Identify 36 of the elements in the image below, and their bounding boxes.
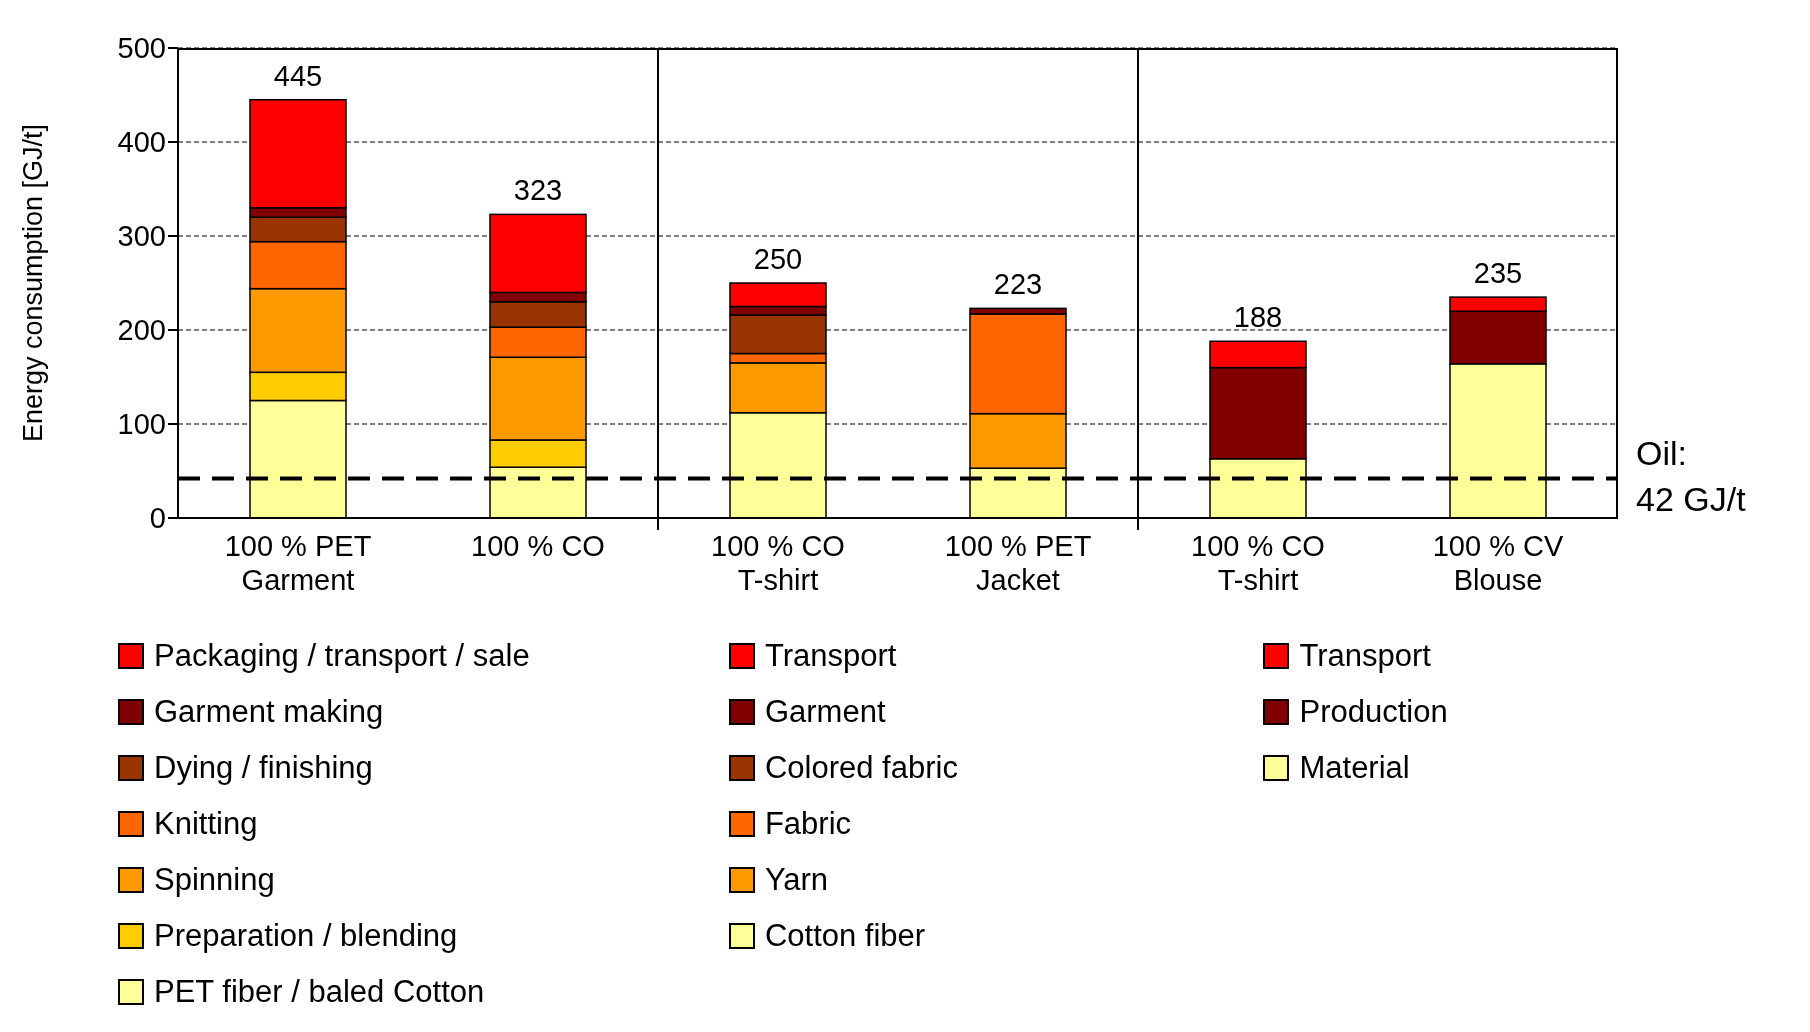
legend-label: Preparation / blending (154, 918, 458, 954)
total-label: 188 (1233, 301, 1283, 334)
x-tick-label: 100 % PET Jacket (944, 530, 1092, 596)
x-tick-label: 100 % CO (471, 530, 605, 562)
y-axis-title: Energy consumption [GJ/t] (17, 123, 48, 443)
total-label: 323 (513, 174, 563, 207)
legend-label: Dying / finishing (154, 750, 373, 786)
x-tick-label: 100 % CO T-shirt (1191, 530, 1325, 596)
y-tick-label: 500 (117, 32, 166, 65)
total-label: 250 (753, 243, 803, 275)
ref-line-label: Oil: 42 GJ/t (1636, 433, 1747, 518)
total-label: 223 (993, 268, 1043, 301)
y-tick-label: 300 (117, 220, 166, 253)
legend-label: Garment (764, 694, 886, 730)
total-label: 445 (273, 59, 323, 92)
legend-label: Production (1299, 694, 1448, 730)
y-tick-label: 100 (117, 408, 166, 441)
legend-label: Knitting (154, 806, 258, 842)
legend-label: Spinning (154, 862, 275, 898)
x-tick-label: 100 % CO T-shirt (711, 530, 845, 596)
legend-label: Yarn (764, 862, 829, 898)
y-tick-label: 0 (149, 502, 166, 535)
total-label: 235 (1473, 257, 1523, 290)
x-tick-label: 100 % PET Garment (224, 530, 372, 596)
legend-label: Transport (764, 638, 897, 674)
y-tick-label: 400 (117, 126, 166, 159)
legend-label: Colored fabric (764, 750, 958, 786)
x-tick-label: 100 % CV Blouse (1432, 530, 1564, 596)
legend-label: Cotton fiber (764, 918, 926, 954)
legend-label: Fabric (764, 806, 852, 842)
legend-label: Packaging / transport / sale (154, 638, 530, 674)
legend-label: Material (1299, 750, 1410, 786)
legend-label: Garment making (154, 694, 384, 730)
y-tick-label: 200 (117, 314, 166, 347)
legend-label: Transport (1299, 638, 1431, 674)
legend-label: PET fiber / baled Cotton (154, 974, 485, 1010)
